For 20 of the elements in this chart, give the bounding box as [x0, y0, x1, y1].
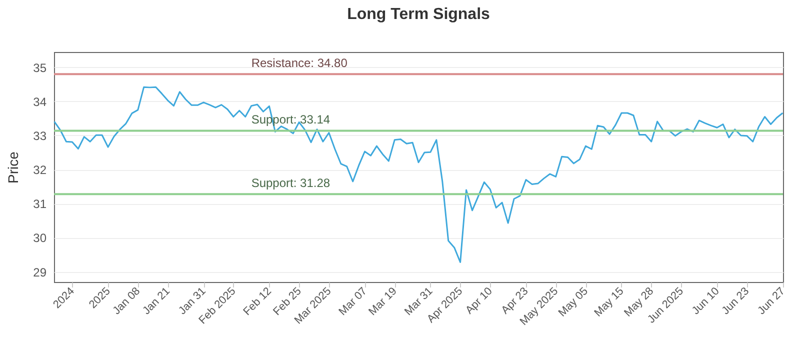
y-tick-label: 29	[33, 265, 47, 280]
ref-line-label: Support: 31.28	[251, 176, 330, 190]
x-tick-label: May 05	[556, 285, 590, 320]
y-tick-label: 31	[33, 197, 47, 212]
y-axis-title: Price	[5, 151, 22, 184]
x-tick-label: Feb 12	[241, 285, 274, 318]
y-tick-label: 32	[33, 163, 47, 178]
x-tick-label: Jan 08	[110, 285, 143, 318]
chart-title: Long Term Signals	[347, 6, 490, 23]
x-tick-label: Jun 10	[690, 285, 722, 318]
y-tick-label: 33	[33, 128, 47, 143]
x-tick-label: Jun 23	[720, 285, 752, 318]
ref-line-label: Resistance: 34.80	[251, 56, 348, 70]
y-tick-label: 34	[33, 94, 47, 109]
y-tick-label: 30	[33, 231, 47, 246]
x-tick-label: Apr 10	[463, 285, 495, 317]
x-tick-label: Jun 27	[756, 285, 788, 318]
x-tick-label: Jan 21	[140, 285, 172, 318]
y-tick-label: 35	[33, 60, 47, 75]
line-series	[54, 86, 784, 263]
